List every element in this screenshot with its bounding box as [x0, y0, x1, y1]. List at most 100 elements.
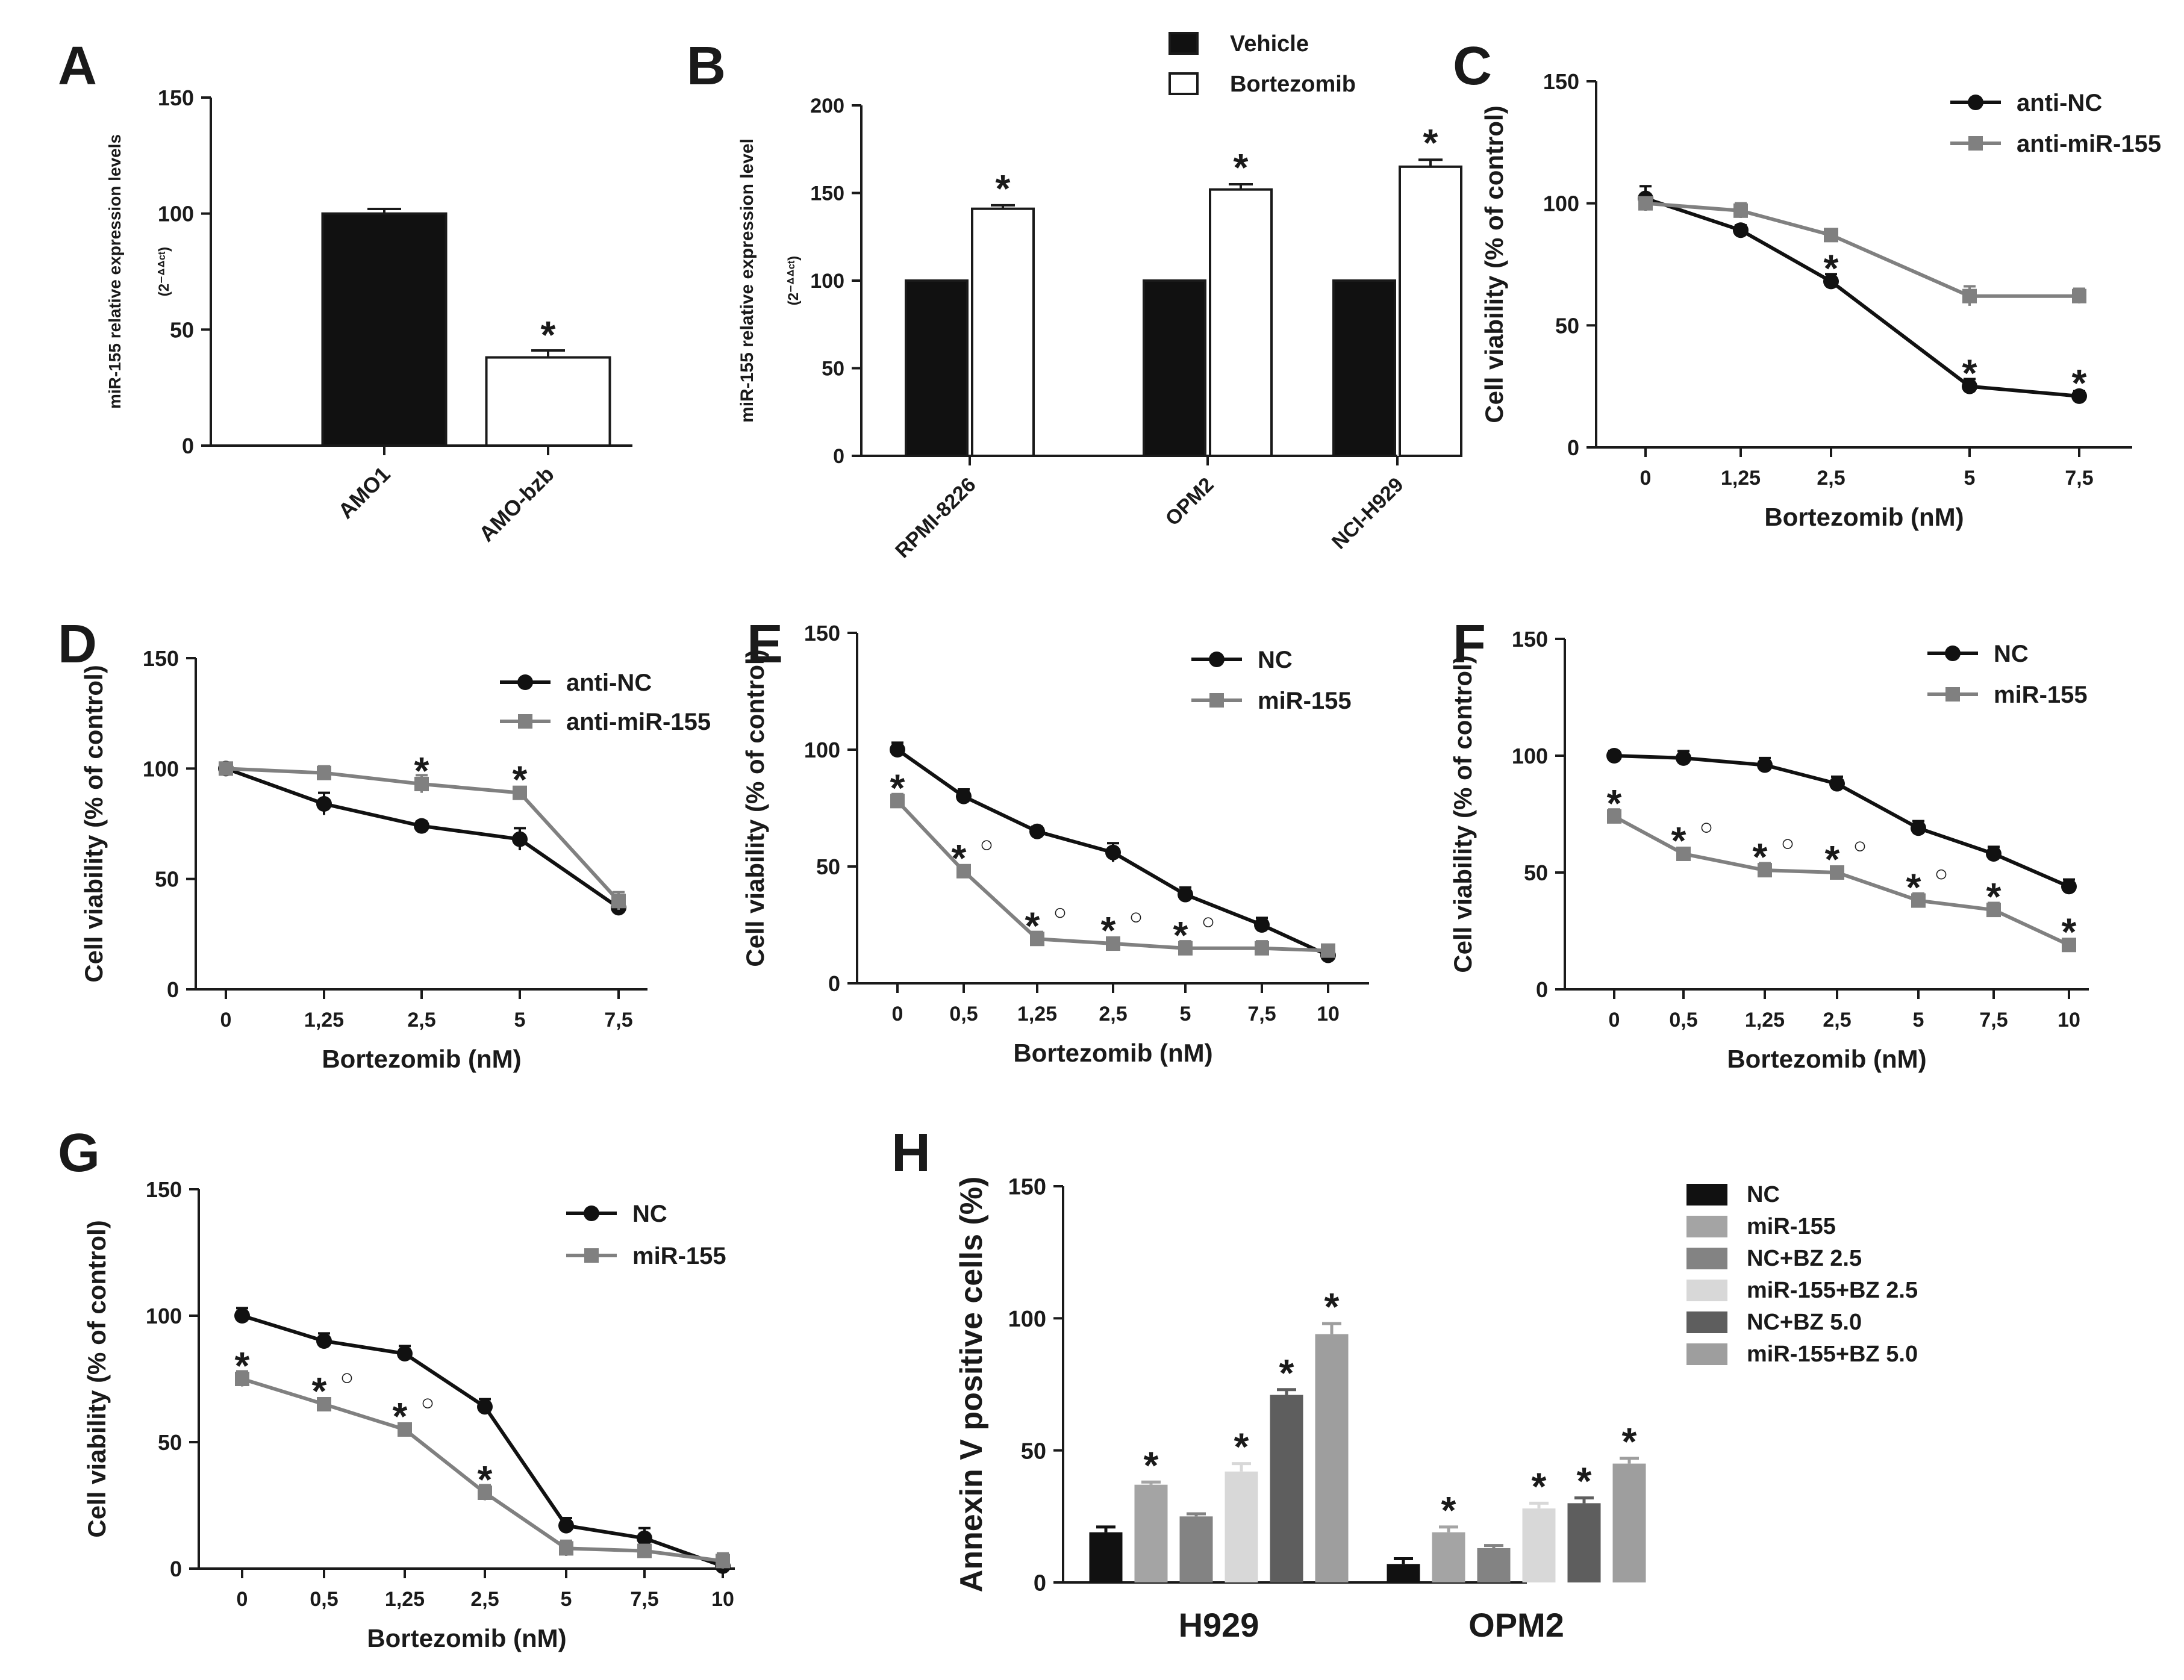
- x-tick-label: 5: [561, 1588, 572, 1611]
- legend-label: NC+BZ 2.5: [1747, 1246, 1862, 1271]
- y-tick-label: 100: [146, 1304, 182, 1328]
- legend-swatch: [1686, 1280, 1727, 1301]
- legend-swatch: [1168, 72, 1199, 95]
- panel-a: 0 50 100 150 AMO1 * AMO-bzb miR-155 relative ex…: [105, 86, 632, 546]
- y-tick-label: 150: [804, 621, 840, 646]
- x-tick-label: 2,5: [1817, 467, 1845, 490]
- panel-b: 0 50 100 150 200 * RPMI-8226 * OPM2 * NCI-H929 miR-…: [737, 31, 1462, 562]
- panel-letter-a: A: [58, 36, 97, 96]
- x-tick-label: 0,5: [949, 1003, 978, 1025]
- legend: anti-NC anti-miR-155: [1950, 90, 2161, 157]
- panel-letter-d: D: [58, 614, 97, 674]
- legend-label: miR-155+BZ 5.0: [1747, 1342, 1918, 1367]
- y-tick-label: 150: [1008, 1175, 1046, 1200]
- data-point: [1321, 943, 1335, 958]
- panel-letter-g: G: [58, 1123, 100, 1183]
- x-tick-label: 7,5: [604, 1009, 632, 1031]
- bar: [1209, 188, 1273, 457]
- legend-label: NC: [1747, 1182, 1780, 1207]
- y-tick-label: 0: [182, 434, 194, 458]
- legend: NC miR-155: [1191, 647, 1352, 714]
- y-tick-label: 100: [1543, 191, 1579, 216]
- panel-g: 0 50 100 150 0 0,5 1,25 2,5 5 7,5 10 Bortezomib (nM…: [83, 1177, 735, 1652]
- series-line: [1645, 201, 2079, 298]
- bar: [1315, 1334, 1349, 1582]
- bar: [1432, 1532, 1465, 1582]
- data-point: [1757, 757, 1773, 773]
- y-tick-label: 100: [158, 202, 194, 226]
- legend-item: NC+BZ 2.5: [1686, 1246, 1862, 1271]
- significance-star: *: [1622, 1420, 1637, 1463]
- significance-star: *: [1144, 1443, 1159, 1487]
- x-tick-label: 2,5: [407, 1009, 435, 1031]
- data-point: [1676, 750, 1691, 766]
- legend: NC miR-155 NC+BZ 2.5 miR-155+BZ 2.5 NC+BZ 5.…: [1686, 1182, 1918, 1367]
- x-tick-label: OPM2: [1468, 1606, 1564, 1644]
- bar-amo-bzb: [485, 356, 611, 447]
- significance-circle: ○: [980, 832, 994, 857]
- x-tick-label: 0,5: [1669, 1009, 1697, 1031]
- legend-marker: [1209, 693, 1224, 708]
- significance-star: *: [312, 1369, 327, 1413]
- legend-swatch: [1168, 32, 1199, 55]
- data-point: [1607, 809, 1621, 824]
- x-tick-label: 0: [237, 1588, 248, 1611]
- significance-star: *: [890, 766, 905, 809]
- data-point: [1178, 886, 1193, 903]
- legend-label: NC: [1258, 647, 1293, 673]
- x-tick-label: 5: [1180, 1003, 1191, 1025]
- significance-circle: ○: [421, 1390, 435, 1416]
- series-mir-155: [890, 792, 1335, 958]
- legend-marker: [1209, 652, 1225, 667]
- significance-star: *: [1577, 1460, 1592, 1503]
- significance-star: *: [1532, 1464, 1547, 1508]
- significance-circle: ○: [1935, 862, 1948, 887]
- x-tick-label: 1,25: [1721, 467, 1761, 490]
- legend-marker: [584, 1248, 599, 1263]
- legend-item: miR-155: [1191, 688, 1352, 714]
- legend-label: anti-NC: [566, 670, 652, 696]
- significance-circle: ○: [1700, 815, 1714, 840]
- significance-circle: ○: [340, 1365, 354, 1390]
- bar: [1567, 1503, 1601, 1582]
- y-tick-label: 50: [822, 358, 844, 381]
- data-point: [559, 1541, 573, 1556]
- y-tick-label: 100: [1008, 1307, 1046, 1332]
- bar: [1399, 165, 1462, 457]
- series-line: [242, 1314, 724, 1568]
- data-point: [1829, 776, 1845, 792]
- data-point: [1986, 845, 2001, 862]
- y-tick-label: 150: [1512, 627, 1548, 652]
- x-axis-title: Bortezomib (nM): [1013, 1039, 1212, 1067]
- y-tick-label: 50: [155, 867, 179, 892]
- significance-circle: ○: [1781, 831, 1795, 856]
- x-tick-label: RPMI-8226: [891, 473, 980, 562]
- legend-label: NC: [1994, 641, 2029, 667]
- legend-item: NC: [566, 1201, 667, 1227]
- data-point: [1178, 941, 1193, 956]
- significance-star: *: [1962, 352, 1977, 395]
- significance-star: *: [513, 758, 528, 801]
- bar: [1332, 279, 1396, 457]
- legend-swatch: [1686, 1311, 1727, 1333]
- bar: [905, 279, 969, 457]
- x-tick-label: 10: [2058, 1009, 2080, 1031]
- x-tick-label: 5: [1913, 1009, 1924, 1031]
- data-point: [1758, 863, 1772, 878]
- significance-star: *: [996, 167, 1011, 210]
- y-tick-label: 100: [804, 738, 840, 762]
- data-point: [890, 794, 905, 809]
- legend-label: NC: [632, 1201, 667, 1227]
- x-tick-label: 1,25: [304, 1009, 344, 1031]
- significance-star: *: [541, 313, 556, 356]
- x-tick-label: AMO1: [333, 462, 395, 524]
- data-point: [1105, 844, 1121, 860]
- x-tick-label: 0,5: [310, 1588, 338, 1611]
- x-tick-label: 10: [711, 1588, 734, 1611]
- significance-star: *: [2062, 910, 2077, 953]
- significance-star: *: [1824, 246, 1839, 290]
- y-tick-label: 50: [170, 317, 194, 342]
- x-tick-label: 5: [514, 1009, 526, 1031]
- data-point: [637, 1543, 652, 1558]
- legend-item: Bortezomib: [1168, 72, 1356, 97]
